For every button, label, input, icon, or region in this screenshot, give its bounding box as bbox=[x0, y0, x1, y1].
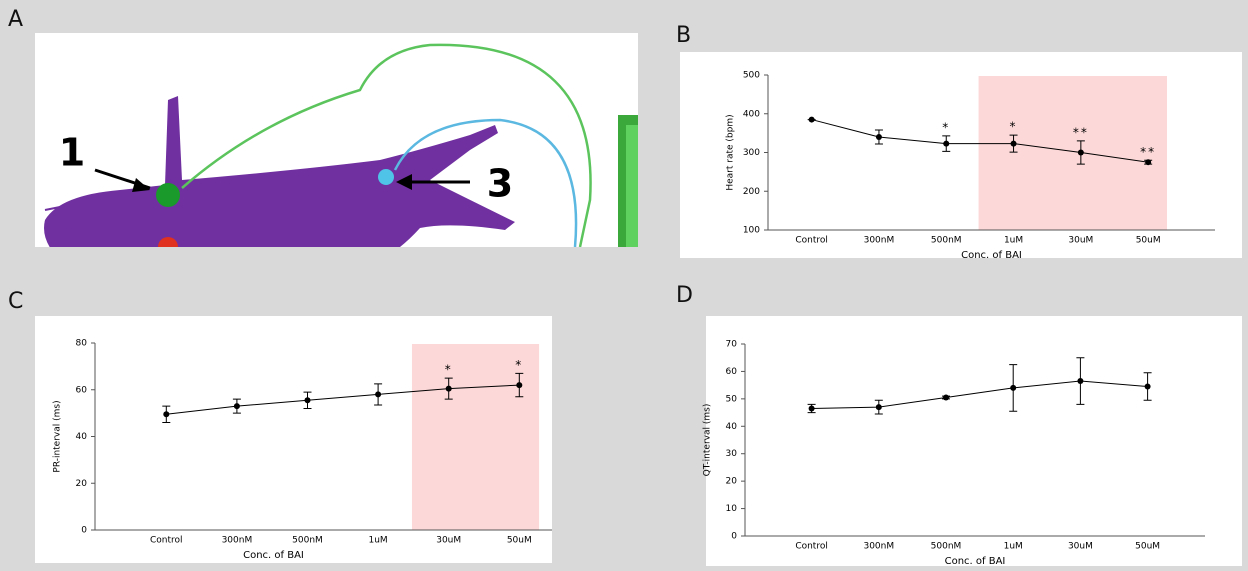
y-tick-label: 30 bbox=[726, 449, 738, 459]
y-axis-label: PR-interval (ms) bbox=[53, 400, 63, 472]
x-tick-label: 500nM bbox=[292, 536, 323, 546]
data-point bbox=[233, 403, 240, 410]
x-tick-label: Control bbox=[150, 536, 183, 546]
y-tick-label: 0 bbox=[731, 532, 737, 542]
x-tick-label: 30uM bbox=[436, 536, 461, 546]
y-tick-label: 70 bbox=[726, 340, 738, 350]
illustration-label: 1 bbox=[59, 131, 85, 175]
x-tick-label: 300nM bbox=[222, 536, 253, 546]
data-point bbox=[875, 404, 882, 411]
y-axis-label: QT-interval (ms) bbox=[703, 404, 713, 477]
x-tick-label: 50uM bbox=[1136, 236, 1161, 246]
y-axis-label: Heart rate (bpm) bbox=[726, 114, 736, 190]
data-point bbox=[516, 382, 523, 389]
data-point bbox=[808, 116, 815, 123]
data-line bbox=[811, 119, 1149, 163]
data-point bbox=[943, 394, 949, 401]
significance-marker: ** bbox=[1073, 125, 1089, 139]
y-tick-label: 500 bbox=[743, 71, 760, 81]
data-point bbox=[1144, 383, 1151, 390]
y-tick-label: 300 bbox=[743, 148, 760, 158]
x-axis-label: Conc. of BAI bbox=[945, 556, 1006, 567]
y-tick-label: 0 bbox=[81, 526, 87, 536]
data-point bbox=[1010, 140, 1017, 147]
x-tick-label: Control bbox=[795, 542, 828, 552]
y-tick-label: 60 bbox=[726, 367, 738, 377]
highlight-region bbox=[978, 76, 1167, 230]
y-tick-label: 80 bbox=[76, 339, 88, 349]
x-tick-label: 50uM bbox=[1135, 542, 1160, 552]
y-tick-label: 60 bbox=[76, 385, 88, 395]
y-tick-label: 40 bbox=[726, 422, 738, 432]
y-tick-label: 40 bbox=[76, 432, 88, 442]
y-tick-label: 200 bbox=[743, 187, 760, 197]
data-line bbox=[811, 380, 1148, 409]
significance-marker: * bbox=[1010, 120, 1018, 134]
significance-marker: ** bbox=[1140, 145, 1156, 159]
x-tick-label: 50uM bbox=[507, 536, 532, 546]
mouse-illustration: 1 3 bbox=[35, 33, 638, 247]
y-tick-label: 400 bbox=[743, 109, 760, 119]
x-tick-label: 500nM bbox=[931, 542, 962, 552]
data-point bbox=[163, 411, 170, 418]
significance-marker: * bbox=[515, 358, 523, 372]
data-point bbox=[808, 405, 815, 412]
panel-background bbox=[706, 316, 1242, 566]
x-tick-label: 500nM bbox=[931, 236, 962, 246]
significance-marker: * bbox=[445, 363, 453, 377]
x-tick-label: 1uM bbox=[368, 536, 387, 546]
highlight-region bbox=[411, 344, 540, 530]
x-tick-label: 1uM bbox=[1004, 236, 1023, 246]
x-axis-label: Conc. of BAI bbox=[243, 550, 304, 561]
panel-label: D bbox=[676, 283, 693, 308]
data-point bbox=[1145, 159, 1152, 166]
illustration-label: 3 bbox=[487, 162, 513, 206]
x-tick-label: 30uM bbox=[1068, 542, 1093, 552]
x-tick-label: 300nM bbox=[864, 236, 895, 246]
x-tick-label: 1uM bbox=[1004, 542, 1023, 552]
x-axis-label: Conc. of BAI bbox=[961, 250, 1022, 261]
data-line bbox=[166, 384, 520, 415]
data-point bbox=[1077, 149, 1084, 156]
panel-label: A bbox=[8, 7, 23, 32]
data-point bbox=[1010, 384, 1017, 391]
data-point bbox=[1077, 378, 1084, 385]
data-point bbox=[943, 140, 950, 147]
y-tick-label: 100 bbox=[743, 226, 760, 236]
x-tick-label: 300nM bbox=[863, 542, 894, 552]
y-tick-label: 20 bbox=[726, 477, 738, 487]
data-point bbox=[304, 397, 311, 404]
y-tick-label: 10 bbox=[726, 504, 738, 514]
panel-label: B bbox=[676, 23, 691, 48]
significance-marker: * bbox=[942, 120, 950, 134]
data-point bbox=[375, 391, 382, 398]
y-tick-label: 20 bbox=[76, 479, 88, 489]
panel-label: C bbox=[8, 289, 23, 314]
data-point bbox=[875, 134, 882, 140]
x-tick-label: 30uM bbox=[1068, 236, 1093, 246]
data-point bbox=[445, 385, 452, 392]
x-tick-label: Control bbox=[795, 236, 828, 246]
y-tick-label: 50 bbox=[726, 394, 738, 404]
